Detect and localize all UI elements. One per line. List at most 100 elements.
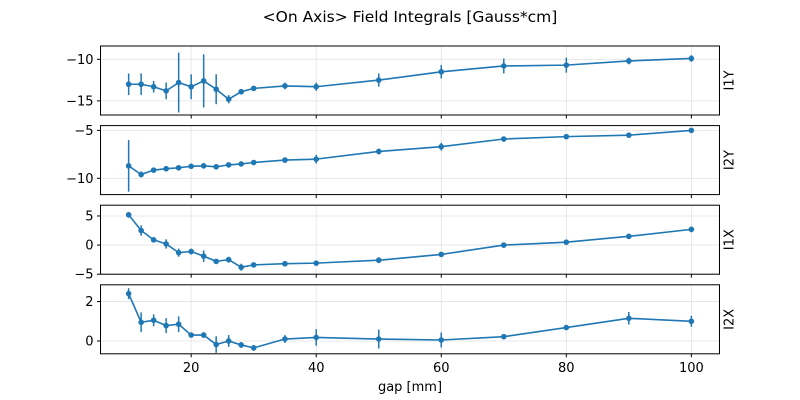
data-point [375, 77, 382, 83]
panel-background [100, 284, 720, 354]
data-point [250, 85, 257, 92]
panel-i2y: −5 −10 I2Y [66, 124, 738, 199]
data-point [313, 83, 320, 90]
data-point [438, 143, 445, 150]
data-point [200, 332, 207, 338]
y-tick-label: −15 [66, 94, 93, 109]
data-point [688, 226, 695, 233]
x-tick-label: 40 [308, 361, 325, 376]
data-point [175, 321, 182, 328]
data-point [375, 148, 382, 155]
data-point [438, 68, 445, 75]
x-tick-label: 80 [558, 361, 575, 376]
data-point [175, 79, 182, 86]
data-point [225, 256, 232, 263]
data-point [125, 290, 132, 297]
data-point [500, 333, 507, 340]
data-point [225, 162, 232, 168]
y-tick-label: 5 [85, 209, 93, 224]
data-point [213, 341, 219, 348]
x-tick-label: 60 [433, 361, 450, 376]
data-point [375, 257, 382, 264]
data-point [500, 242, 507, 248]
data-point [563, 239, 570, 245]
data-point [188, 332, 194, 338]
data-point [313, 334, 320, 341]
y-tick-label: −5 [74, 124, 93, 139]
data-point [563, 133, 570, 140]
data-point [200, 253, 207, 259]
chart-title: <On Axis> Field Integrals [Gauss*cm] [263, 8, 558, 26]
data-point [138, 319, 144, 326]
data-point [150, 317, 157, 324]
data-point [250, 262, 257, 268]
y-tick-label: 0 [85, 239, 93, 254]
data-point [213, 258, 219, 265]
axes-frame [100, 125, 720, 196]
data-point [150, 83, 157, 90]
data-point [138, 227, 144, 234]
data-point [282, 83, 288, 89]
data-point [626, 315, 632, 322]
data-point [375, 336, 382, 342]
data-point [163, 322, 169, 329]
y-tick-label: −5 [74, 268, 93, 283]
data-point [225, 338, 232, 344]
data-point [150, 237, 157, 243]
data-point [125, 212, 132, 218]
data-point [313, 156, 320, 162]
panel-background [100, 125, 720, 195]
data-point [175, 249, 182, 256]
data-point [225, 96, 232, 103]
data-point [500, 136, 507, 142]
data-point [626, 132, 632, 138]
data-point [688, 127, 695, 134]
data-point [200, 78, 207, 84]
data-point [163, 241, 169, 247]
axes-frame [100, 204, 720, 275]
data-point [188, 248, 194, 255]
data-point [150, 167, 157, 173]
panel-background [100, 46, 720, 115]
data-point [213, 164, 219, 170]
panel-label-i1y: I1Y [723, 70, 738, 90]
data-point [163, 88, 169, 94]
panel-label-i2y: I2Y [723, 150, 738, 170]
data-point [438, 337, 445, 343]
data-point [282, 336, 288, 342]
panel-i1y: −10 −15 I1Y [66, 45, 738, 119]
data-point [626, 233, 632, 240]
data-point [138, 81, 144, 88]
data-point [438, 251, 445, 258]
data-point [313, 260, 320, 266]
panel-label-i1x: I1X [723, 229, 738, 250]
y-tick-label: −10 [66, 172, 93, 187]
data-point [138, 171, 144, 178]
data-point [175, 164, 182, 171]
data-point [188, 163, 194, 170]
data-point [238, 88, 244, 95]
x-tick-label: 20 [183, 361, 200, 376]
panel-i1x: 5 0 −5 I1X [74, 204, 738, 283]
y-tick-label: 0 [85, 334, 93, 349]
data-point [282, 157, 288, 163]
panel-label-i2x: I2X [723, 309, 738, 330]
axes-frame [100, 45, 720, 116]
axes-frame [100, 284, 720, 355]
data-point [688, 55, 695, 62]
data-point [125, 163, 132, 169]
data-point [238, 161, 244, 167]
x-axis-label: gap [mm] [378, 380, 442, 395]
x-tick-label: 100 [679, 361, 704, 376]
data-point [213, 86, 219, 93]
data-point [563, 62, 570, 68]
data-point [188, 83, 194, 90]
data-point [238, 342, 244, 348]
data-point [163, 165, 169, 172]
data-point [200, 163, 207, 169]
data-point [250, 159, 257, 166]
